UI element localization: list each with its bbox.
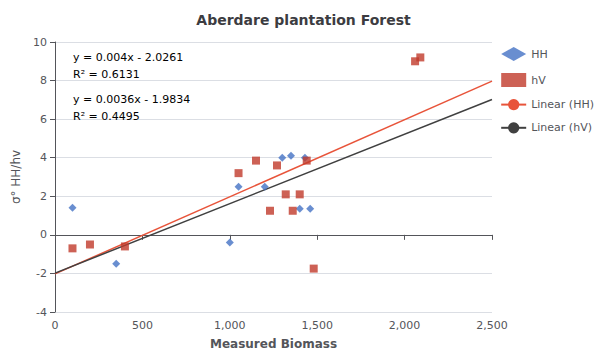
- svg-text:0: 0: [40, 228, 47, 241]
- svg-text:4: 4: [40, 151, 47, 164]
- svg-text:1,500: 1,500: [301, 319, 333, 332]
- svg-text:y = 0.004x - 2.0261: y = 0.004x - 2.0261: [73, 51, 183, 64]
- svg-text:6: 6: [40, 113, 47, 126]
- svg-text:2: 2: [40, 190, 47, 203]
- svg-text:Linear (HH): Linear (HH): [531, 98, 594, 111]
- svg-text:y = 0.0036x - 1.9834: y = 0.0036x - 1.9834: [73, 93, 190, 106]
- svg-text:500: 500: [132, 319, 153, 332]
- svg-text:HH: HH: [531, 48, 548, 61]
- svg-text:Aberdare plantation Forest: Aberdare plantation Forest: [196, 12, 411, 28]
- svg-text:2,500: 2,500: [476, 319, 508, 332]
- svg-text:Measured Biomass: Measured Biomass: [210, 337, 337, 351]
- svg-text:R² = 0.4495: R² = 0.4495: [73, 110, 140, 123]
- svg-text:1,000: 1,000: [214, 319, 246, 332]
- svg-text:10: 10: [33, 36, 47, 49]
- svg-text:R² = 0.6131: R² = 0.6131: [73, 68, 140, 81]
- svg-text:hV: hV: [531, 74, 546, 87]
- svg-text:-4: -4: [36, 306, 47, 319]
- svg-text:0: 0: [52, 319, 59, 332]
- svg-text:-2: -2: [36, 267, 47, 280]
- svg-text:8: 8: [40, 74, 47, 87]
- svg-text:Linear (hV): Linear (hV): [531, 121, 592, 134]
- svg-text:2,000: 2,000: [389, 319, 421, 332]
- svg-text:σ° HH/hv: σ° HH/hv: [9, 150, 23, 204]
